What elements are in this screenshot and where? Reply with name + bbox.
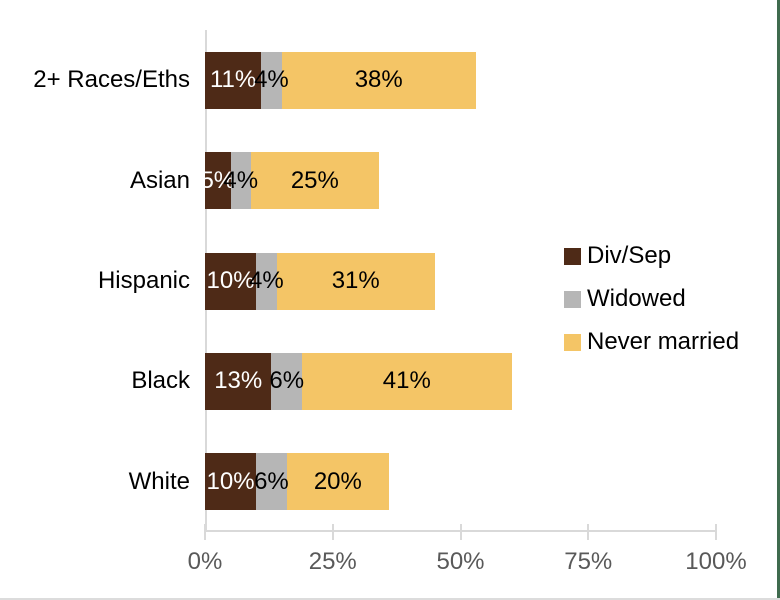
bar-row: Asian 5% 4% 25%: [0, 130, 716, 230]
bar-segment-never-married: 38%: [281, 51, 476, 109]
legend-item: Div/Sep: [564, 242, 739, 270]
bar-row: Black 13% 6% 41%: [0, 331, 716, 431]
category-label: White: [128, 467, 190, 495]
bar-stack: 13% 6% 41%: [205, 352, 716, 410]
legend-label: Widowed: [587, 285, 686, 312]
x-axis-tick-mark: [204, 524, 206, 540]
bar-rows: 2+ Races/Eths 11% 4% 38% Asian 5% 4% 25% Hispani…: [0, 30, 716, 532]
data-label: 38%: [354, 66, 403, 94]
data-label: 4%: [223, 166, 259, 194]
bar-stack: 5% 4% 25%: [200, 152, 716, 210]
data-label: 4%: [248, 267, 284, 295]
data-label: 6%: [254, 467, 289, 495]
x-axis-tick-mark: [331, 524, 334, 540]
data-label: 31%: [331, 267, 380, 295]
bar-segment-never-married: 31%: [276, 252, 435, 310]
bar-segment-never-married: 20%: [286, 453, 389, 511]
bar-segment-div-sep: 10%: [205, 453, 257, 511]
legend: Div/Sep Widowed Never married: [564, 242, 739, 371]
data-label: 5%: [200, 166, 236, 194]
data-label: 41%: [382, 367, 431, 395]
bar-segment-div-sep: 11%: [205, 51, 262, 109]
data-label: 11%: [209, 66, 257, 94]
data-label: 10%: [206, 267, 255, 295]
bar-segment-widowed: 6%: [269, 352, 305, 410]
data-label: 20%: [313, 467, 362, 495]
bar-segment-widowed: 4%: [249, 252, 284, 310]
bar-stack: 11% 4% 38%: [205, 51, 716, 109]
bar-segment-widowed: 4%: [223, 152, 258, 210]
bar-segment-widowed: 6%: [254, 453, 289, 511]
bar-stack: 10% 4% 31%: [205, 252, 716, 310]
category-label: 2+ Races/Eths: [33, 66, 190, 94]
bar-segment-div-sep: 10%: [205, 252, 257, 310]
bar-segment-never-married: 25%: [250, 152, 379, 210]
data-label: 4%: [254, 66, 289, 94]
data-label: 25%: [290, 166, 339, 194]
category-label: Hispanic: [97, 267, 190, 295]
x-axis-tick-mark: [459, 524, 462, 540]
x-axis-tick-label: 25%: [308, 548, 357, 575]
x-axis-tick-label: 50%: [436, 548, 485, 575]
bar-segment-div-sep: 5%: [200, 152, 235, 210]
x-axis-tick-mark: [715, 524, 717, 540]
legend-label: Never married: [587, 328, 740, 355]
bar-segment-never-married: 41%: [302, 352, 512, 410]
data-label: 6%: [269, 367, 305, 395]
slide-bottom-border: [0, 598, 780, 600]
legend-item: Never married: [564, 328, 739, 356]
bar-row: White 10% 6% 20%: [0, 432, 716, 532]
data-label: 13%: [214, 367, 263, 395]
legend-swatch-icon: [564, 247, 581, 265]
bar-row: 2+ Races/Eths 11% 4% 38%: [0, 30, 716, 130]
slide-right-border: [777, 0, 780, 600]
bar-stack: 10% 6% 20%: [205, 453, 716, 511]
category-label: Asian: [129, 166, 190, 194]
x-axis-tick-label: 0%: [187, 548, 223, 575]
category-label: Black: [131, 367, 190, 395]
data-label: 10%: [206, 467, 255, 495]
bar-segment-widowed: 4%: [254, 51, 289, 109]
legend-swatch-icon: [564, 333, 581, 351]
legend-swatch-icon: [564, 290, 581, 308]
legend-label: Div/Sep: [587, 242, 672, 269]
bar-segment-div-sep: 13%: [205, 352, 272, 410]
legend-item: Widowed: [564, 285, 739, 313]
x-axis-tick-mark: [587, 524, 590, 540]
x-axis-tick-label: 75%: [564, 548, 613, 575]
x-axis-tick-label: 100%: [685, 548, 747, 575]
bar-row: Hispanic 10% 4% 31%: [0, 231, 716, 331]
